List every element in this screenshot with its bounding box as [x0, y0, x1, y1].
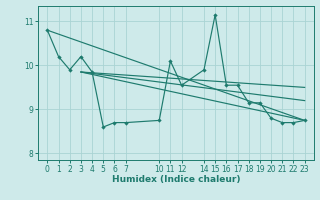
X-axis label: Humidex (Indice chaleur): Humidex (Indice chaleur)	[112, 175, 240, 184]
